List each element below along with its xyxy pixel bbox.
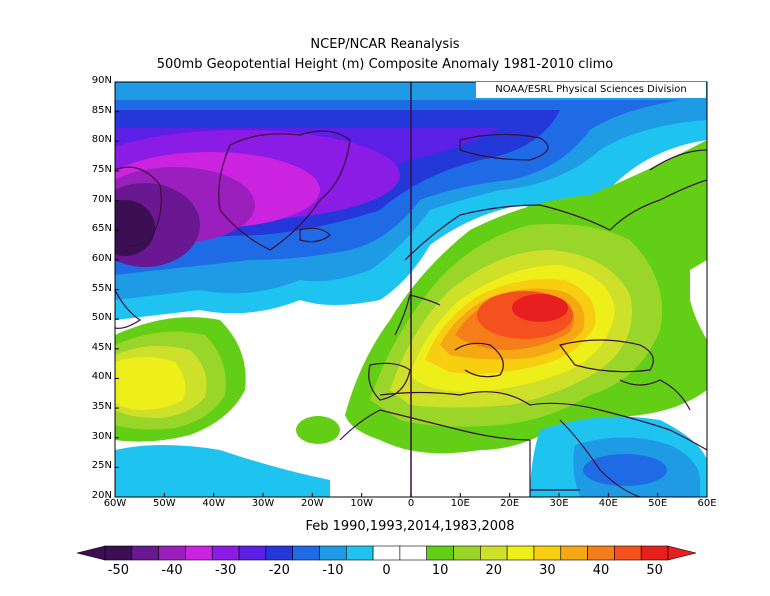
colorbar-label: -10	[322, 563, 344, 578]
colorbar-label: 0	[382, 563, 391, 578]
colorbar-label: -20	[268, 563, 290, 578]
colorbar-swatch	[131, 545, 159, 561]
colorbar-swatch	[506, 545, 535, 561]
colorbar-swatch	[480, 545, 508, 561]
colorbar-swatch	[587, 545, 615, 561]
colorbar-swatch	[640, 545, 669, 561]
lon-label: 20E	[500, 498, 520, 509]
lat-label: 90N	[91, 75, 112, 86]
lon-label: 10W	[350, 498, 373, 509]
colorbar-max-arrow	[667, 545, 697, 561]
lat-label: 45N	[91, 341, 112, 353]
colorbar	[76, 545, 697, 561]
colorbar-label: 30	[539, 563, 556, 578]
lon-label: 30E	[549, 498, 569, 509]
axis-ticks	[114, 81, 708, 498]
colorbar-swatch	[399, 545, 428, 561]
colorbar-swatch	[533, 545, 562, 561]
colorbar-swatch	[319, 545, 347, 561]
lon-label: 60E	[697, 498, 717, 509]
lon-label: 50E	[648, 498, 668, 509]
colorbar-label: -30	[215, 563, 237, 578]
composite-years-label: Feb 1990,1993,2014,1983,2008	[305, 519, 515, 534]
colorbar-label: 10	[431, 563, 449, 578]
colorbar-swatch	[345, 545, 374, 561]
lat-label: 65N	[91, 223, 112, 235]
colorbar-swatch	[426, 545, 454, 561]
lat-label: 40N	[91, 371, 112, 383]
colorbar-label: 20	[485, 563, 502, 578]
lat-label: 80N	[91, 134, 112, 146]
chart-title: NCEP/NCAR Reanalysis	[310, 37, 460, 52]
colorbar-label: -50	[107, 563, 129, 578]
coastlines	[115, 130, 707, 497]
lat-label: 35N	[91, 401, 112, 413]
lat-label: 75N	[91, 163, 112, 175]
lon-label: 40W	[202, 498, 225, 509]
lat-label: 55N	[91, 282, 112, 294]
colorbar-swatch	[560, 545, 588, 561]
lat-label: 70N	[91, 193, 112, 205]
colorbar-min-arrow	[76, 545, 106, 561]
colorbar-swatch	[185, 545, 213, 561]
lat-label: 20N	[91, 490, 112, 501]
credit-label: NOAA/ESRL Physical Sciences Division	[476, 82, 706, 98]
lat-label: 25N	[91, 460, 112, 472]
colorbar-swatch	[265, 545, 293, 561]
colorbar-swatch	[614, 545, 642, 561]
colorbar-swatch	[211, 545, 240, 561]
lon-label: 40E	[598, 498, 618, 509]
lat-label: 60N	[91, 252, 112, 264]
colorbar-swatch	[158, 545, 186, 561]
lat-label: 30N	[91, 430, 112, 442]
lon-label: 60W	[103, 498, 127, 509]
lon-label: 30W	[251, 498, 275, 509]
lon-label: 0	[407, 498, 415, 509]
colorbar-swatch	[372, 545, 401, 561]
colorbar-swatch	[238, 545, 267, 561]
chart-subtitle: 500mb Geopotential Height (m) Composite …	[156, 57, 614, 72]
colorbar-swatch	[292, 545, 320, 561]
colorbar-swatch	[453, 545, 481, 561]
lat-label: 85N	[91, 104, 112, 116]
colorbar-label: -40	[161, 563, 183, 578]
lat-label: 50N	[91, 312, 112, 324]
lon-label: 20W	[301, 498, 324, 509]
colorbar-label: 50	[646, 563, 663, 578]
lon-label: 10E	[450, 498, 470, 509]
colorbar-label: 40	[592, 563, 610, 578]
anomaly-field	[115, 82, 707, 497]
lon-label: 50W	[153, 498, 176, 509]
colorbar-swatch	[104, 545, 133, 561]
